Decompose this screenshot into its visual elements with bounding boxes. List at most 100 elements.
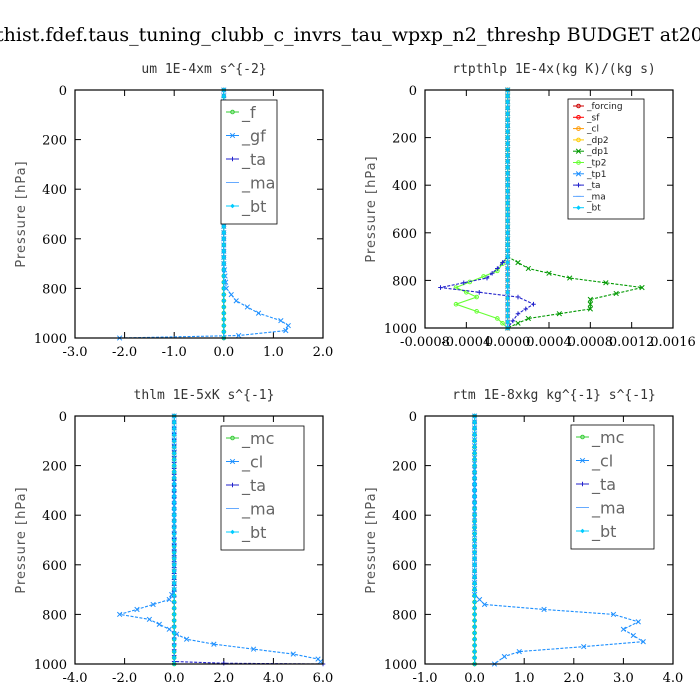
- data-point: [317, 658, 324, 665]
- legend-marker: [576, 137, 581, 143]
- data-point: [567, 275, 573, 281]
- data-point: [221, 93, 227, 99]
- data-point: [495, 316, 500, 321]
- legend-marker: [579, 457, 586, 464]
- data-point: [505, 290, 510, 295]
- y-tick-label: 0: [409, 410, 417, 425]
- data-point: [505, 188, 510, 194]
- x-tick-label: 0.0000: [485, 335, 531, 350]
- legend-label: _cl: [241, 453, 263, 473]
- x-tick-label: 4.0: [263, 671, 284, 686]
- data-point: [501, 653, 508, 660]
- data-point: [556, 311, 562, 317]
- data-point: [233, 298, 239, 304]
- x-tick-label: 2.0: [213, 671, 234, 686]
- data-point: [171, 500, 177, 506]
- y-tick-label: 1000: [384, 322, 417, 337]
- legend-label: _ma: [586, 192, 606, 202]
- data-point: [639, 284, 645, 291]
- data-point: [505, 182, 510, 188]
- data-point: [146, 616, 153, 623]
- data-point: [221, 224, 227, 229]
- data-point: [472, 512, 477, 518]
- legend-label: _ta: [241, 476, 266, 496]
- data-point: [489, 270, 495, 276]
- legend-marker: [576, 115, 581, 120]
- legend-label: _ta: [591, 475, 616, 495]
- data-point: [505, 200, 510, 206]
- data-point: [171, 624, 177, 630]
- data-point: [467, 279, 473, 285]
- data-point: [171, 630, 177, 636]
- data-point: [505, 147, 510, 152]
- data-point: [640, 639, 646, 645]
- y-tick-label: 800: [42, 608, 67, 623]
- y-axis-label: Pressure [hPa]: [14, 486, 29, 593]
- legend-marker: [230, 482, 235, 488]
- data-point: [472, 655, 477, 661]
- data-point: [630, 632, 636, 639]
- y-axis-label: Pressure [hPa]: [364, 155, 379, 262]
- data-point: [505, 111, 510, 117]
- data-point: [505, 272, 510, 277]
- data-point: [171, 599, 177, 605]
- panel-title: rtpthlp 1E-4x(kg K)/(kg s): [452, 62, 656, 77]
- data-point: [472, 612, 477, 617]
- data-point: [472, 525, 477, 530]
- x-tick-label: 0.0004: [526, 335, 572, 350]
- data-point: [523, 306, 529, 312]
- data-point: [472, 636, 477, 642]
- x-tick-label: -1.0: [162, 345, 187, 360]
- series-line: [440, 90, 535, 329]
- data-point: [505, 135, 510, 140]
- data-point: [221, 236, 227, 242]
- y-tick-label: 0: [409, 84, 417, 99]
- data-point: [211, 641, 217, 647]
- series-line: [507, 90, 643, 329]
- data-point: [516, 648, 522, 655]
- data-point: [171, 426, 177, 431]
- data-point: [290, 651, 296, 657]
- data-point: [221, 261, 227, 266]
- data-point: [171, 636, 177, 642]
- x-tick-label: -4.0: [62, 671, 87, 686]
- data-point: [620, 626, 627, 632]
- data-point: [476, 596, 483, 603]
- data-point: [171, 568, 177, 574]
- data-point: [610, 611, 617, 618]
- legend-marker: [229, 132, 236, 139]
- data-point: [472, 506, 477, 512]
- data-point: [171, 463, 177, 468]
- data-point: [505, 153, 510, 158]
- y-tick-label: 0: [59, 410, 67, 425]
- data-point: [472, 568, 477, 574]
- data-point: [171, 537, 177, 543]
- data-point: [134, 606, 140, 613]
- data-point: [438, 285, 443, 290]
- data-point: [278, 317, 284, 324]
- data-point: [472, 457, 477, 462]
- data-point: [171, 556, 177, 561]
- data-point: [505, 307, 510, 313]
- legend: _f _gf _ta _ma _bt: [220, 99, 278, 225]
- data-point: [505, 165, 510, 170]
- data-point: [525, 315, 531, 322]
- data-point: [250, 646, 257, 652]
- x-tick-label: 0.0: [164, 671, 185, 686]
- x-tick-label: -1.0: [412, 671, 437, 686]
- data-point: [472, 537, 477, 543]
- data-point: [515, 320, 521, 326]
- data-point: [476, 290, 482, 295]
- data-point: [472, 438, 477, 444]
- data-point: [472, 419, 477, 425]
- y-tick-label: 400: [392, 509, 417, 524]
- data-point: [223, 285, 229, 292]
- legend-marker: [576, 182, 581, 188]
- x-tick-label: 3.0: [613, 671, 634, 686]
- legend: _mc _cl _ta _ma _bt: [220, 425, 305, 551]
- data-point: [472, 519, 477, 524]
- data-point: [472, 481, 477, 487]
- data-point: [505, 295, 510, 301]
- data-point: [171, 655, 177, 661]
- data-point: [166, 596, 172, 603]
